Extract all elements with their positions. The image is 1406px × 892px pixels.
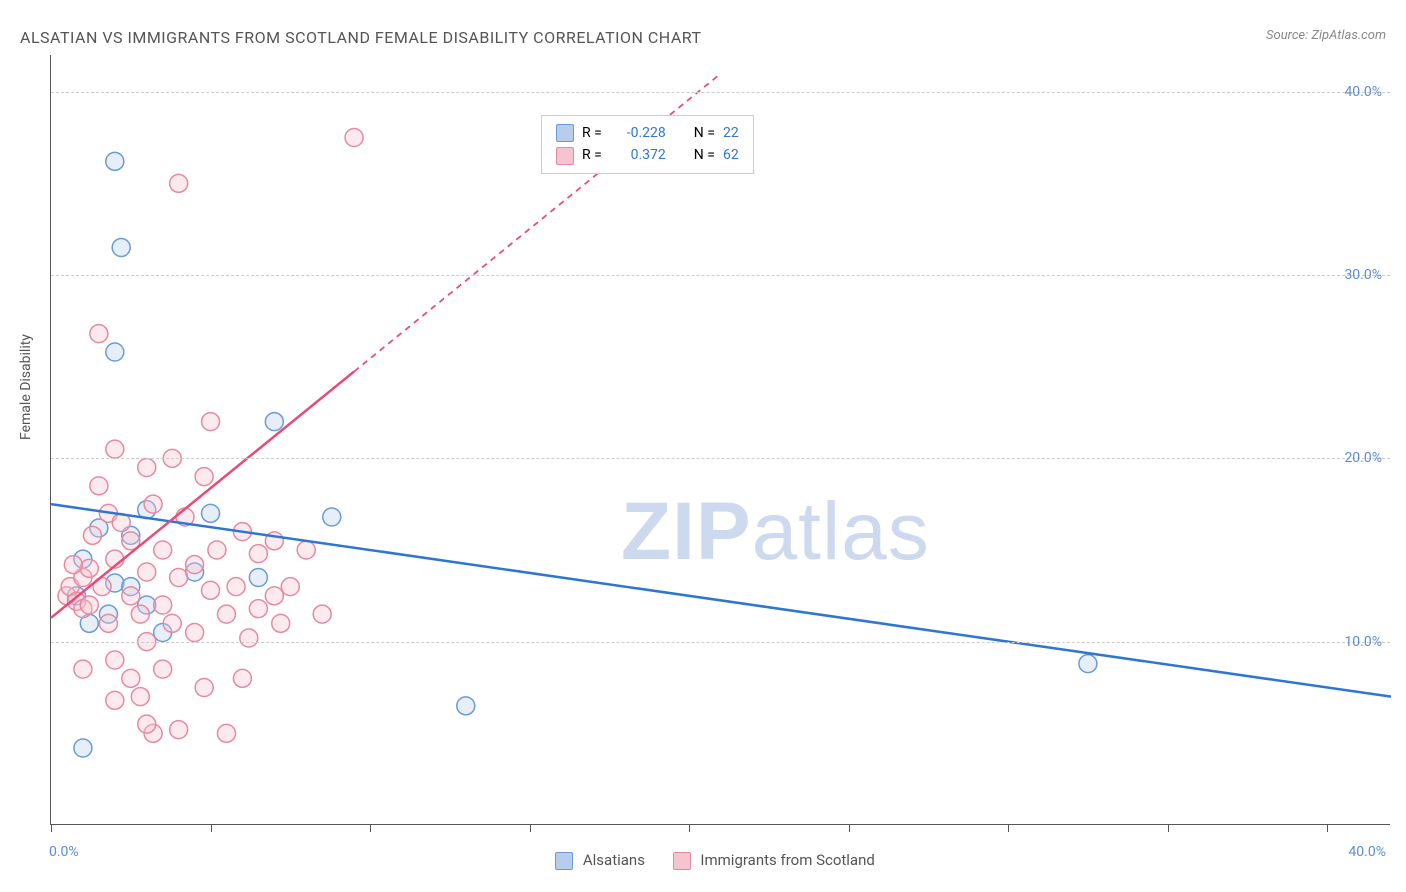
x-tick xyxy=(1168,824,1169,832)
gridline xyxy=(51,92,1390,93)
x-tick xyxy=(51,824,52,832)
data-point-scotland xyxy=(170,174,188,192)
data-point-scotland xyxy=(186,556,204,574)
data-point-scotland xyxy=(122,669,140,687)
stat-r-value: -0.228 xyxy=(610,122,666,144)
x-tick xyxy=(211,824,212,832)
source-name: ZipAtlas.com xyxy=(1311,28,1386,43)
x-tick xyxy=(689,824,690,832)
swatch-alsatians-icon xyxy=(556,124,574,142)
x-tick xyxy=(1008,824,1009,832)
data-point-scotland xyxy=(313,605,331,623)
data-point-scotland xyxy=(227,578,245,596)
data-point-scotland xyxy=(131,605,149,623)
data-point-scotland xyxy=(64,556,82,574)
y-axis-label: Female Disability xyxy=(18,334,34,440)
correlation-row-alsatians: R = -0.228 N = 22 xyxy=(556,122,739,144)
y-tick-label: 10.0% xyxy=(1344,634,1382,650)
stat-n-value: 62 xyxy=(723,144,739,166)
swatch-scotland-icon xyxy=(556,147,574,165)
data-point-scotland xyxy=(217,605,235,623)
correlation-legend: R = -0.228 N = 22 R = 0.372 N = 62 xyxy=(541,115,754,174)
data-point-scotland xyxy=(208,541,226,559)
data-point-alsatians xyxy=(202,504,220,522)
data-point-scotland xyxy=(138,563,156,581)
data-point-alsatians xyxy=(323,508,341,526)
data-point-scotland xyxy=(106,651,124,669)
data-point-scotland xyxy=(131,688,149,706)
data-point-scotland xyxy=(80,596,98,614)
data-point-scotland xyxy=(195,679,213,697)
data-point-alsatians xyxy=(249,569,267,587)
source-attribution: Source: ZipAtlas.com xyxy=(1266,28,1386,43)
data-point-alsatians xyxy=(74,739,92,757)
data-point-scotland xyxy=(138,715,156,733)
data-point-scotland xyxy=(83,526,101,544)
data-point-alsatians xyxy=(112,239,130,257)
data-point-scotland xyxy=(99,614,117,632)
data-point-scotland xyxy=(240,629,258,647)
stat-r-value: 0.372 xyxy=(610,144,666,166)
data-point-scotland xyxy=(249,545,267,563)
data-point-alsatians xyxy=(106,343,124,361)
stat-n-label: N = xyxy=(694,144,715,166)
stat-n-value: 22 xyxy=(723,122,739,144)
data-point-scotland xyxy=(163,614,181,632)
series-label-alsatians: Alsatians xyxy=(583,851,645,869)
data-point-scotland xyxy=(233,669,251,687)
series-label-scotland: Immigrants from Scotland xyxy=(700,851,874,869)
data-point-scotland xyxy=(154,660,172,678)
plot-area: ZIPatlas R = -0.228 N = 22 R = 0.372 N =… xyxy=(50,55,1390,825)
data-point-scotland xyxy=(154,596,172,614)
stat-r-label: R = xyxy=(582,122,602,144)
data-point-scotland xyxy=(249,600,267,618)
data-point-scotland xyxy=(138,459,156,477)
data-point-scotland xyxy=(90,477,108,495)
data-point-scotland xyxy=(281,578,299,596)
data-point-alsatians xyxy=(106,152,124,170)
data-point-scotland xyxy=(345,129,363,147)
data-point-alsatians xyxy=(1079,655,1097,673)
series-legend: Alsatians Immigrants from Scotland xyxy=(0,851,1406,870)
y-tick-label: 40.0% xyxy=(1344,84,1382,100)
data-point-scotland xyxy=(106,440,124,458)
data-point-scotland xyxy=(170,721,188,739)
x-tick xyxy=(849,824,850,832)
data-point-scotland xyxy=(74,660,92,678)
x-tick xyxy=(370,824,371,832)
x-tick xyxy=(1327,824,1328,832)
chart-title: ALSATIAN VS IMMIGRANTS FROM SCOTLAND FEM… xyxy=(20,28,702,47)
gridline xyxy=(51,275,1390,276)
data-point-scotland xyxy=(265,587,283,605)
data-point-scotland xyxy=(297,541,315,559)
correlation-row-scotland: R = 0.372 N = 62 xyxy=(556,144,739,166)
data-point-scotland xyxy=(202,581,220,599)
data-point-scotland xyxy=(80,559,98,577)
data-point-scotland xyxy=(106,691,124,709)
data-point-scotland xyxy=(154,541,172,559)
swatch-alsatians-icon xyxy=(555,852,573,870)
stat-n-label: N = xyxy=(694,122,715,144)
data-point-scotland xyxy=(195,468,213,486)
data-point-scotland xyxy=(122,587,140,605)
data-point-scotland xyxy=(202,413,220,431)
x-tick xyxy=(530,824,531,832)
source-prefix: Source: xyxy=(1266,28,1311,43)
swatch-scotland-icon xyxy=(673,852,691,870)
stat-r-label: R = xyxy=(582,144,602,166)
data-point-scotland xyxy=(272,614,290,632)
trend-line-alsatians xyxy=(51,504,1391,697)
y-tick-label: 20.0% xyxy=(1344,450,1382,466)
data-point-scotland xyxy=(217,724,235,742)
gridline xyxy=(51,458,1390,459)
data-point-scotland xyxy=(144,495,162,513)
data-point-scotland xyxy=(90,325,108,343)
data-point-alsatians xyxy=(265,413,283,431)
data-point-scotland xyxy=(170,569,188,587)
y-tick-label: 30.0% xyxy=(1344,267,1382,283)
gridline xyxy=(51,642,1390,643)
data-point-alsatians xyxy=(457,697,475,715)
data-point-scotland xyxy=(186,624,204,642)
